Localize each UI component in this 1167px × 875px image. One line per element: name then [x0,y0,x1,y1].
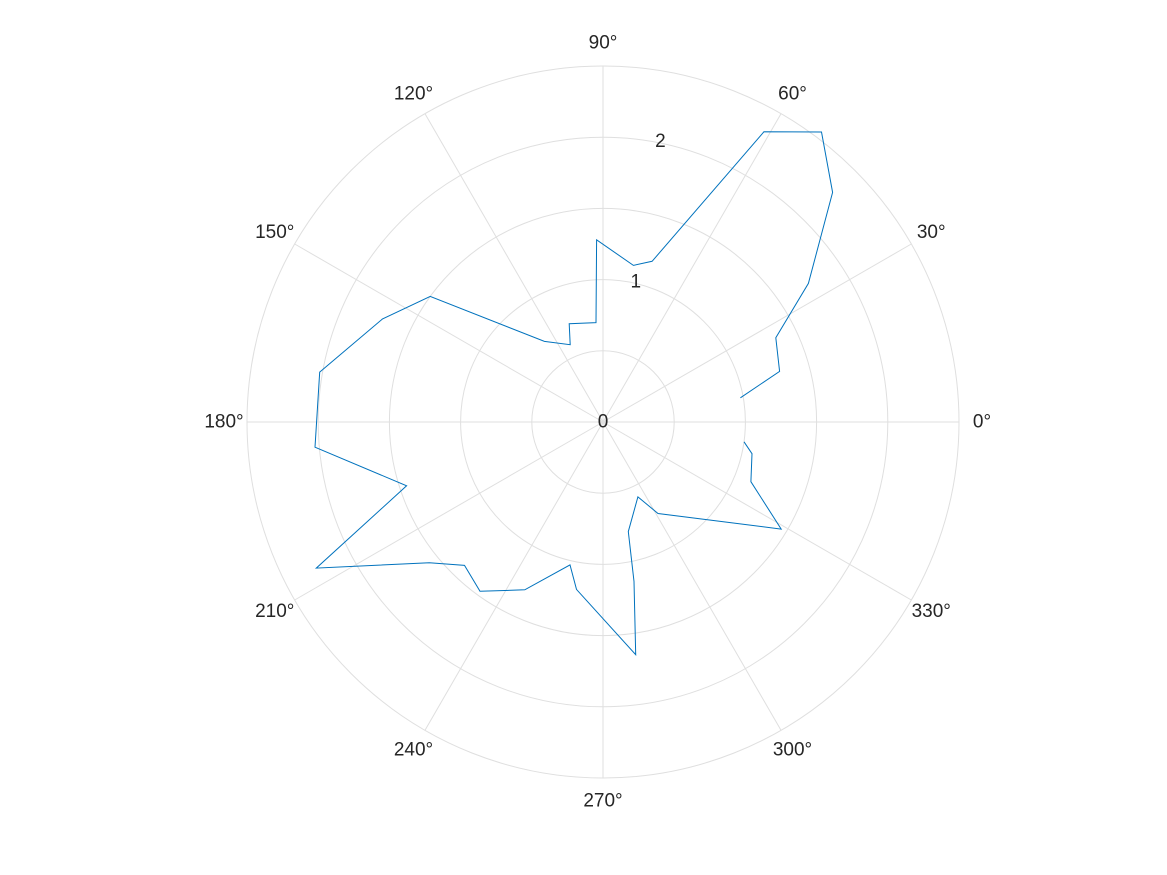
grid-spoke [602,113,782,423]
radial-tick-label: 0 [598,412,609,433]
theta-tick-label: 180° [204,412,243,433]
theta-tick-label: 240° [394,740,433,761]
grid-spoke [294,421,604,601]
theta-tick-label: 120° [394,83,433,104]
theta-tick-labels: 0° 30° 60° 90° 120° 150° 180° 210° 240° 270° 300° 3… [204,33,991,812]
radial-tick-labels: 0 1 2 [598,131,666,432]
grid-spoke [602,421,912,601]
data-series [314,131,834,657]
theta-tick-label: 300° [773,740,812,761]
grid-spoke [602,243,912,423]
radial-tick-label: 1 [630,271,641,292]
grid-spoke [602,421,782,731]
theta-tick-label: 210° [255,601,294,622]
theta-tick-label: 150° [255,222,294,243]
theta-tick-label: 330° [912,601,951,622]
series-line [314,131,834,657]
grid-spoke [424,421,604,731]
theta-tick-label: 60° [778,83,807,104]
grid-spoke [424,113,604,423]
grid-spoke [294,243,604,423]
theta-tick-label: 270° [583,791,622,812]
radial-tick-label: 2 [655,131,666,152]
theta-tick-label: 90° [589,33,618,54]
theta-tick-label: 30° [917,222,946,243]
theta-tick-label: 0° [973,412,991,433]
